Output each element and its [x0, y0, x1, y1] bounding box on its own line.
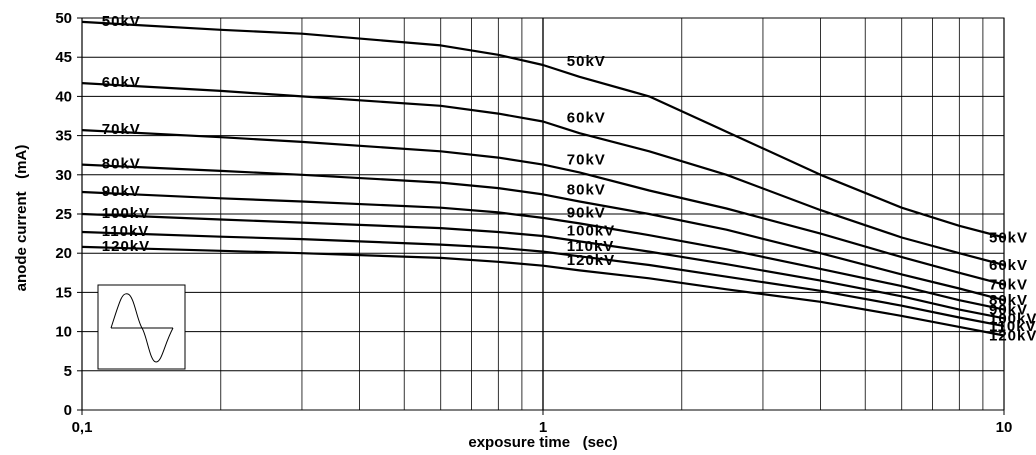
series-line-100kV	[81, 212, 1005, 320]
series-label-110kV: 110kV	[989, 318, 1036, 335]
series-label-70kV: 70kV	[102, 121, 141, 138]
x-tick-label: 10	[996, 419, 1013, 436]
y-tick-label: 30	[55, 167, 72, 184]
sine-wave-icon	[110, 293, 174, 363]
y-tick-label: 35	[55, 128, 72, 145]
y-tick-label: 45	[55, 49, 72, 66]
series-label-70kV: 70kV	[989, 277, 1028, 294]
series-label-90kV: 90kV	[102, 183, 141, 200]
y-tick-label: 0	[64, 402, 72, 419]
series-label-120kV: 120kV	[989, 328, 1036, 345]
series-label-50kV: 50kV	[567, 53, 606, 70]
y-tick-label: 25	[55, 206, 72, 223]
series-label-60kV: 60kV	[102, 74, 141, 91]
series-line-60kV	[81, 82, 1005, 267]
y-axis-title: anode current (mA)	[13, 145, 30, 292]
x-tick-label: 0,1	[72, 419, 93, 436]
x-axis-title: exposure time (sec)	[468, 434, 617, 451]
y-tick-label: 10	[55, 324, 72, 341]
y-axis-ticks: 0 5 10 15 20 25 30 35 40 45 50	[55, 10, 82, 419]
series-label-60kV: 60kV	[989, 257, 1028, 274]
series-label-80kV: 80kV	[102, 156, 141, 173]
series-label-70kV: 70kV	[567, 152, 606, 169]
series-label-60kV: 60kV	[567, 110, 606, 127]
y-tick-label: 5	[64, 363, 72, 380]
series-label-90kV: 90kV	[567, 204, 606, 221]
y-tick-label: 50	[55, 10, 72, 27]
series-label-100kV: 100kV	[102, 205, 150, 222]
grid	[81, 17, 1005, 411]
series-label-90kV: 90kV	[989, 302, 1028, 319]
series-label-120kV: 120kV	[567, 252, 615, 269]
series-line-50kV	[81, 20, 1005, 239]
series-label-100kV: 100kV	[567, 222, 615, 239]
series-label-80kV: 80kV	[567, 181, 606, 198]
y-tick-label: 20	[55, 245, 72, 262]
series-label-110kV: 110kV	[567, 238, 615, 255]
series-line-110kV	[81, 230, 1005, 328]
series-label-80kV: 80kV	[989, 292, 1028, 309]
series-line-80kV	[81, 163, 1005, 302]
series-label-120kV: 120kV	[102, 238, 150, 255]
series-label-100kV: 100kV	[989, 310, 1036, 327]
series-label-50kV: 50kV	[102, 13, 141, 30]
series-group	[81, 20, 1005, 337]
x-axis-ticks: 0,1 1 10	[72, 410, 1013, 436]
x-tick-label: 1	[539, 419, 547, 436]
y-tick-label: 15	[55, 284, 72, 301]
series-line-70kV	[81, 129, 1005, 286]
series-label-110kV: 110kV	[102, 223, 150, 240]
series-labels: 50kV50kV50kV60kV60kV60kV70kV70kV70kV80kV…	[102, 13, 1036, 345]
waveform-legend	[97, 284, 186, 370]
series-line-90kV	[81, 190, 1005, 311]
series-label-50kV: 50kV	[989, 230, 1028, 247]
y-tick-label: 40	[55, 88, 72, 105]
series-line-120kV	[81, 245, 1005, 337]
